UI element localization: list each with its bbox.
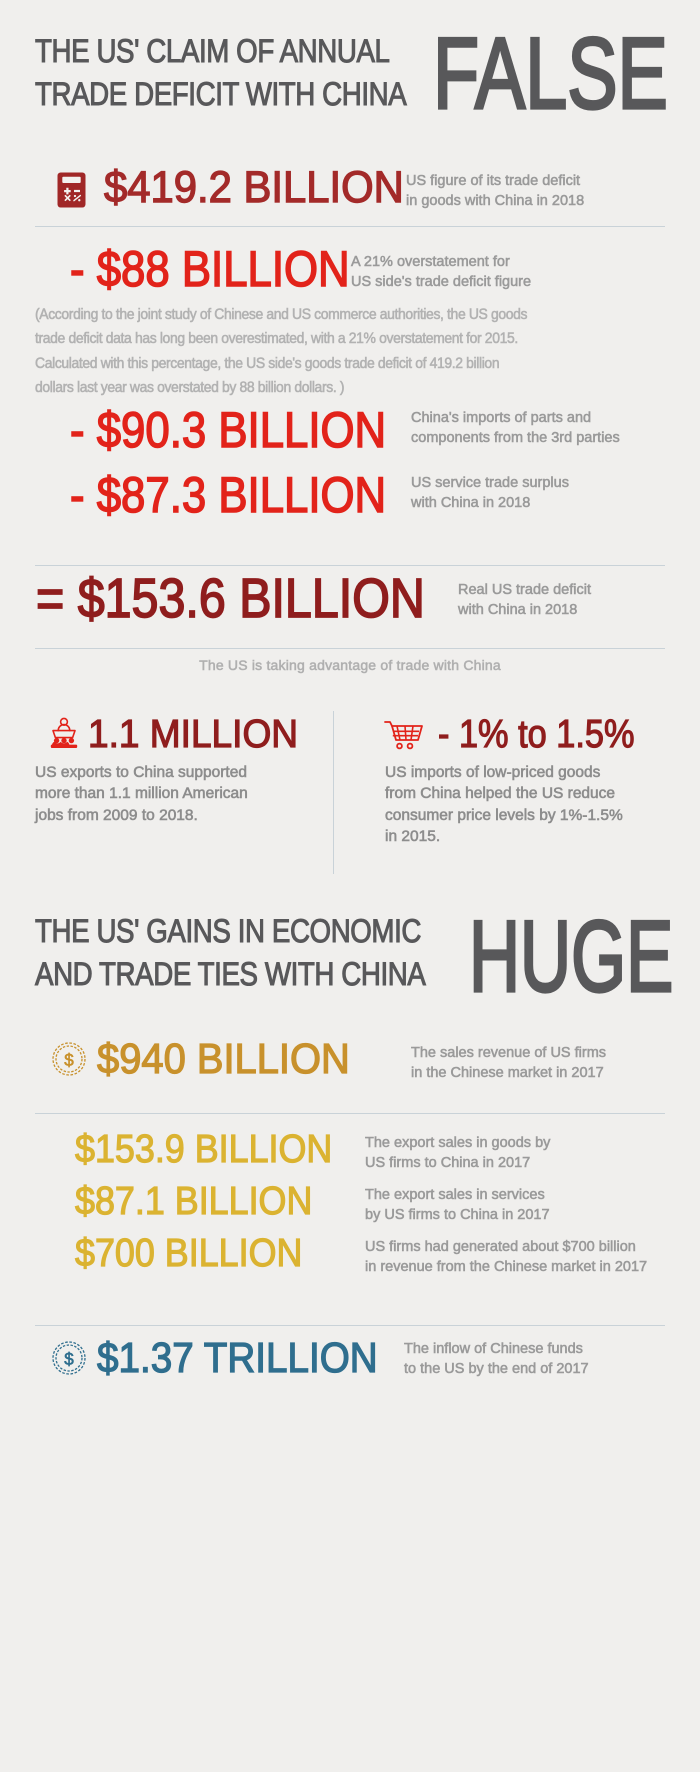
svg-text:$: $	[63, 1051, 74, 1070]
svg-text:$: $	[63, 1350, 74, 1369]
